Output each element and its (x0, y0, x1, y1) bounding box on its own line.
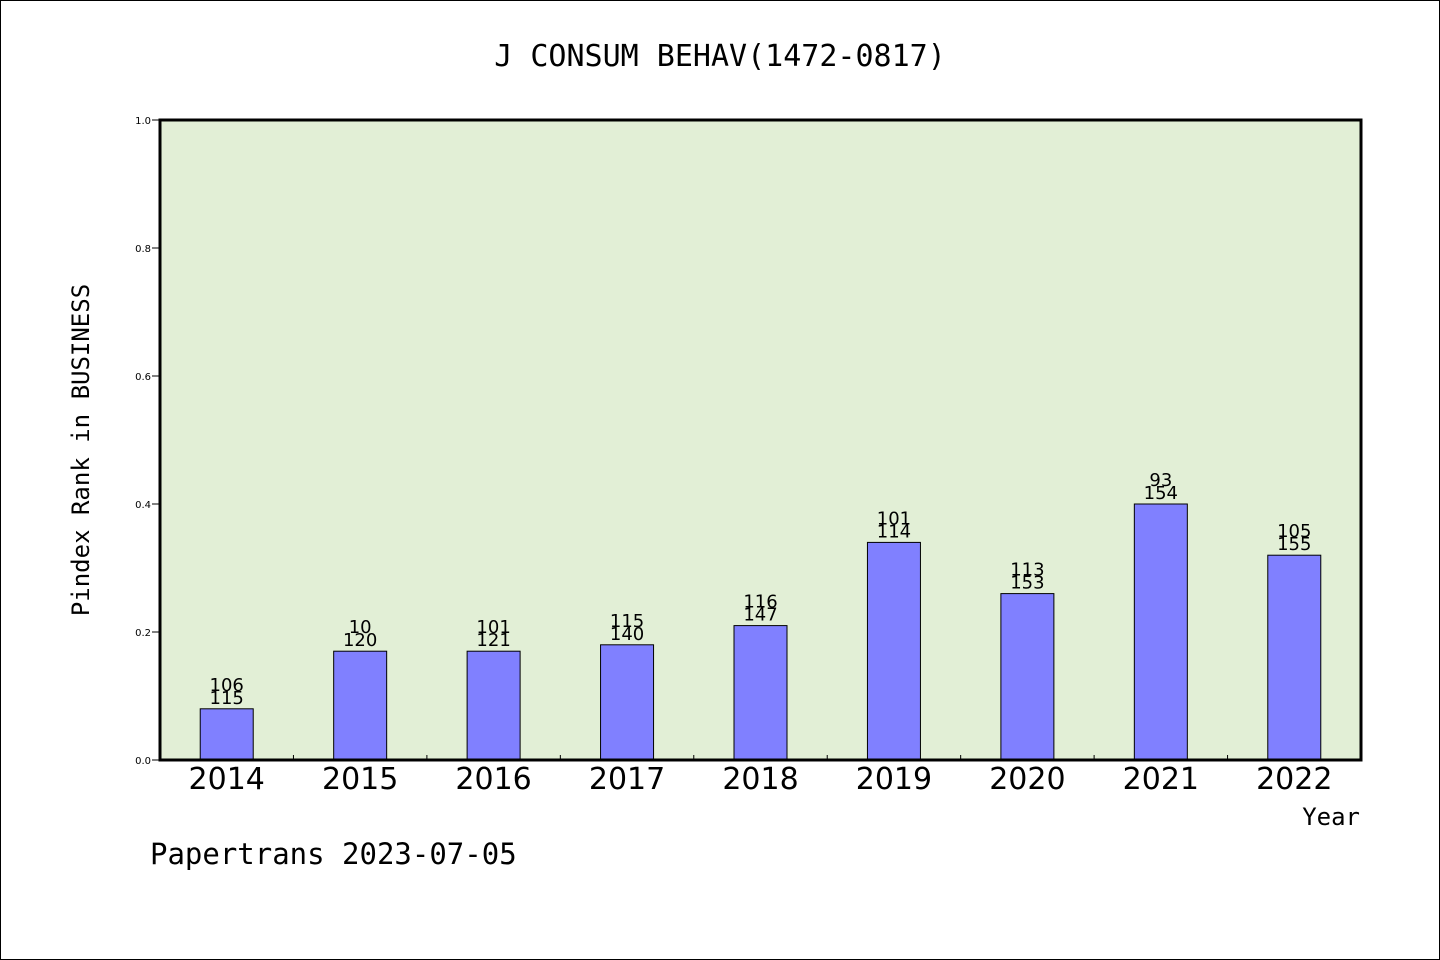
data-label-bottom: 140 (610, 624, 644, 645)
x-tick-label: 2020 (989, 762, 1065, 797)
y-tick-label: 1.0 (135, 116, 151, 127)
footer-text: Papertrans 2023-07-05 (150, 837, 517, 871)
x-tick-label: 2017 (589, 762, 665, 797)
plot-border (158, 118, 1363, 762)
data-label-bottom: 155 (1277, 534, 1311, 555)
bar-2017 (600, 644, 655, 761)
data-label-top: 105 (1277, 521, 1311, 542)
chart-title: J CONSUM BEHAV(1472-0817) (494, 39, 946, 74)
data-label-top: 101 (476, 617, 510, 638)
data-label-bottom: 153 (1010, 573, 1044, 594)
bar-2020 (1000, 593, 1055, 761)
y-axis-label: Pindex Rank in BUSINESS (67, 284, 95, 616)
data-label-bottom: 115 (210, 688, 244, 709)
x-tick-label: 2014 (189, 762, 265, 797)
x-tick-label: 2022 (1256, 762, 1332, 797)
data-label-top: 101 (877, 508, 911, 529)
data-label-top: 106 (210, 675, 244, 696)
y-tick-label: 0.4 (135, 500, 151, 511)
bar-2019 (866, 541, 921, 761)
data-label-top: 10 (349, 617, 372, 638)
x-tick-label: 2021 (1123, 762, 1199, 797)
bar-2015 (333, 650, 388, 761)
bar-2022 (1267, 554, 1322, 761)
data-label-top: 113 (1010, 560, 1044, 581)
bar-2016 (466, 650, 521, 761)
bar-2014 (199, 708, 254, 761)
y-tick-label: 0.2 (135, 628, 151, 639)
x-tick-label: 2016 (455, 762, 531, 797)
x-tick-label: 2018 (722, 762, 798, 797)
y-tick-label: 0.8 (135, 244, 151, 255)
x-axis-label: Year (1302, 803, 1360, 831)
data-label-bottom: 114 (877, 521, 911, 542)
data-label-bottom: 154 (1144, 483, 1178, 504)
y-tick-label: 0.0 (135, 756, 151, 767)
data-label-top: 115 (610, 611, 644, 632)
x-tick-label: 2015 (322, 762, 398, 797)
data-label-top: 116 (743, 592, 777, 613)
bar-2021 (1133, 503, 1188, 761)
data-label-bottom: 120 (343, 630, 377, 651)
data-label-bottom: 121 (476, 630, 510, 651)
data-label-top: 93 (1149, 470, 1172, 491)
bar-2018 (733, 625, 788, 761)
data-label-bottom: 147 (743, 605, 777, 626)
x-tick-label: 2019 (856, 762, 932, 797)
y-tick-label: 0.6 (135, 372, 151, 383)
